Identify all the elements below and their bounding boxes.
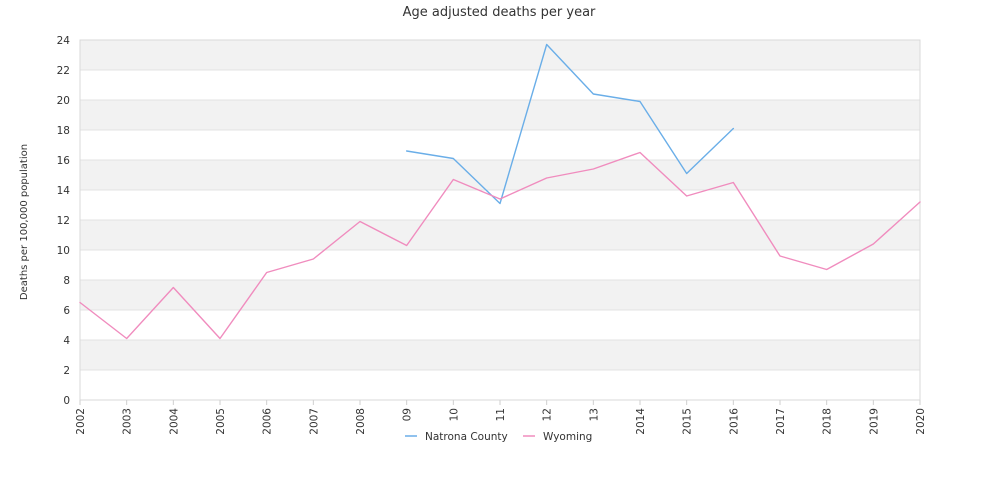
x-tick-label: 09	[402, 408, 414, 421]
x-tick-label: 11	[495, 408, 507, 421]
legend-label-wyoming: Wyoming	[543, 431, 592, 443]
y-tick-label: 4	[63, 335, 70, 347]
y-tick-label: 20	[57, 95, 70, 107]
legend: Natrona County Wyoming	[405, 431, 592, 443]
grid-band	[80, 280, 920, 310]
y-tick-label: 2	[63, 365, 70, 377]
x-tick-label: 12	[542, 408, 554, 421]
y-tick-label: 0	[63, 395, 70, 407]
x-tick-label: 2014	[635, 408, 647, 435]
y-tick-label: 8	[63, 275, 70, 287]
series-line-wyoming	[79, 151, 921, 340]
series-line-natrona-county	[405, 43, 735, 205]
legend-label-natrona-county: Natrona County	[425, 431, 508, 443]
y-tick-label: 10	[57, 245, 70, 257]
y-tick-label: 6	[63, 305, 70, 317]
x-tick-label: 2004	[168, 408, 180, 435]
x-tick-label: 2008	[355, 408, 367, 435]
y-tick-label: 16	[57, 155, 71, 167]
chart-title: Age adjusted deaths per year	[403, 5, 596, 20]
grid-bands	[80, 40, 920, 370]
x-tick-label: 2003	[122, 408, 134, 435]
x-tick-label: 2007	[308, 408, 320, 435]
legend-item-wyoming: Wyoming	[523, 431, 592, 443]
x-tick-label: 2005	[215, 408, 227, 435]
x-tick-label: 2017	[775, 408, 787, 435]
y-tick-label: 18	[57, 125, 70, 137]
legend-item-natrona-county: Natrona County	[405, 431, 508, 443]
grid-band	[80, 340, 920, 370]
y-tick-label: 22	[57, 65, 70, 77]
x-tick-label: 2015	[682, 408, 694, 435]
grid-band	[80, 160, 920, 190]
x-tick-label: 2016	[728, 408, 740, 435]
grid-band	[80, 40, 920, 70]
x-tick-label: 2020	[915, 408, 927, 435]
grid-band	[80, 220, 920, 250]
x-tick-label: 2019	[868, 408, 880, 435]
series-layer	[79, 43, 921, 340]
y-tick-label: 12	[57, 215, 70, 227]
x-tick-label: 2002	[75, 408, 87, 435]
y-axis-title: Deaths per 100,000 population	[19, 144, 30, 300]
x-tick-label: 2018	[822, 408, 834, 435]
y-tick-label: 24	[57, 35, 71, 47]
grid-band	[80, 100, 920, 130]
y-tick-label: 14	[57, 185, 71, 197]
x-tick-label: 13	[588, 408, 600, 421]
x-tick-label: 10	[448, 408, 460, 421]
x-axis: 2002 2003 2004 2005 2006 2007 2008 09 10 11 12 13 20…	[75, 400, 927, 435]
x-tick-label: 2006	[262, 408, 274, 435]
